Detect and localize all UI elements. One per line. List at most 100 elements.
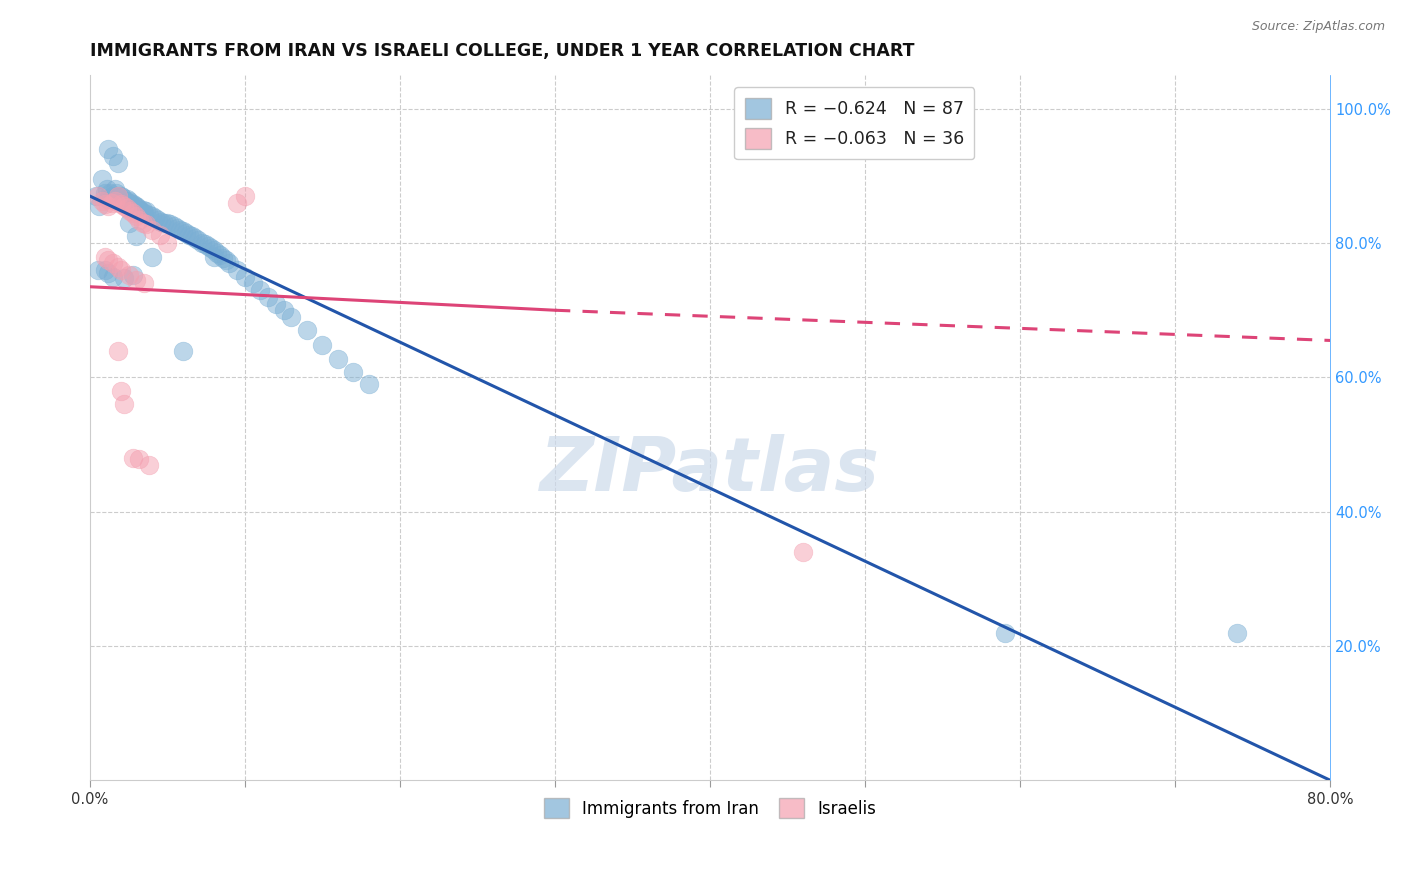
- Point: [233, 189, 256, 203]
- Point: [174, 226, 197, 240]
- Point: [101, 189, 124, 203]
- Point: [115, 201, 138, 215]
- Point: [101, 256, 124, 270]
- Point: [104, 182, 127, 196]
- Point: [115, 193, 138, 207]
- Point: [342, 365, 364, 379]
- Point: [156, 236, 179, 251]
- Point: [107, 155, 129, 169]
- Point: [112, 195, 135, 210]
- Point: [172, 343, 194, 358]
- Point: [138, 458, 160, 472]
- Point: [101, 269, 124, 284]
- Point: [112, 397, 135, 411]
- Point: [257, 290, 280, 304]
- Point: [125, 209, 148, 223]
- Point: [110, 195, 132, 210]
- Point: [326, 351, 349, 366]
- Point: [91, 172, 114, 186]
- Point: [205, 246, 228, 260]
- Point: [121, 199, 143, 213]
- Point: [202, 243, 225, 257]
- Point: [994, 625, 1017, 640]
- Point: [100, 189, 122, 203]
- Point: [107, 260, 129, 274]
- Point: [122, 450, 145, 465]
- Text: Source: ZipAtlas.com: Source: ZipAtlas.com: [1251, 20, 1385, 33]
- Point: [94, 250, 117, 264]
- Point: [792, 545, 814, 559]
- Point: [264, 296, 287, 310]
- Point: [94, 197, 117, 211]
- Point: [138, 208, 160, 222]
- Point: [218, 256, 240, 270]
- Point: [212, 251, 235, 265]
- Point: [107, 189, 129, 203]
- Point: [177, 227, 200, 242]
- Text: ZIPatlas: ZIPatlas: [540, 434, 880, 507]
- Point: [94, 263, 117, 277]
- Point: [120, 203, 142, 218]
- Point: [89, 199, 111, 213]
- Point: [311, 338, 333, 352]
- Point: [91, 194, 114, 209]
- Point: [202, 250, 225, 264]
- Point: [226, 263, 249, 277]
- Point: [122, 206, 145, 220]
- Point: [197, 239, 219, 253]
- Point: [120, 195, 142, 210]
- Point: [97, 199, 120, 213]
- Point: [97, 193, 120, 207]
- Point: [97, 252, 120, 267]
- Point: [166, 221, 188, 235]
- Point: [107, 343, 129, 358]
- Point: [117, 216, 139, 230]
- Point: [98, 186, 121, 200]
- Point: [215, 252, 238, 267]
- Point: [112, 199, 135, 213]
- Point: [86, 263, 108, 277]
- Point: [117, 268, 139, 283]
- Point: [172, 224, 194, 238]
- Point: [101, 149, 124, 163]
- Point: [110, 189, 132, 203]
- Point: [134, 277, 156, 291]
- Point: [124, 199, 146, 213]
- Point: [127, 201, 149, 215]
- Point: [97, 142, 120, 156]
- Point: [153, 216, 176, 230]
- Point: [96, 182, 118, 196]
- Point: [94, 186, 117, 200]
- Point: [146, 212, 169, 227]
- Point: [150, 214, 173, 228]
- Point: [226, 195, 249, 210]
- Point: [181, 229, 204, 244]
- Point: [357, 377, 380, 392]
- Point: [1226, 625, 1249, 640]
- Point: [128, 202, 150, 217]
- Point: [233, 269, 256, 284]
- Point: [86, 189, 108, 203]
- Point: [280, 310, 302, 324]
- Point: [149, 227, 172, 242]
- Point: [110, 384, 132, 398]
- Point: [114, 194, 136, 209]
- Point: [249, 283, 271, 297]
- Point: [131, 216, 153, 230]
- Point: [128, 452, 150, 467]
- Point: [156, 216, 179, 230]
- Point: [117, 194, 139, 209]
- Point: [110, 197, 132, 211]
- Point: [110, 263, 132, 277]
- Point: [111, 190, 134, 204]
- Point: [125, 199, 148, 213]
- Point: [97, 266, 120, 280]
- Point: [184, 230, 207, 244]
- Point: [135, 203, 157, 218]
- Point: [129, 203, 152, 218]
- Point: [159, 217, 181, 231]
- Point: [112, 271, 135, 285]
- Point: [242, 277, 264, 291]
- Point: [295, 323, 318, 337]
- Point: [141, 222, 163, 236]
